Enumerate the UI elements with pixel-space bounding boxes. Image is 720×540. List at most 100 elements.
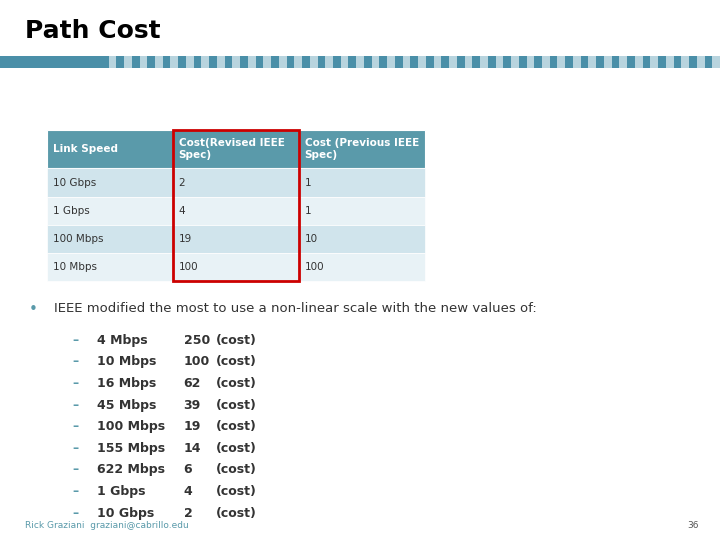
FancyBboxPatch shape: [271, 56, 279, 68]
FancyBboxPatch shape: [287, 56, 294, 68]
Text: Link Speed: Link Speed: [53, 144, 117, 154]
FancyBboxPatch shape: [635, 56, 643, 68]
Text: –: –: [72, 485, 78, 498]
FancyBboxPatch shape: [173, 197, 299, 225]
Text: 10 Gbps: 10 Gbps: [53, 178, 96, 187]
FancyBboxPatch shape: [341, 56, 348, 68]
FancyBboxPatch shape: [101, 56, 109, 68]
FancyBboxPatch shape: [379, 56, 387, 68]
Text: 1 Gbps: 1 Gbps: [53, 206, 89, 215]
FancyBboxPatch shape: [449, 56, 457, 68]
Text: 36: 36: [687, 521, 698, 530]
FancyBboxPatch shape: [155, 56, 163, 68]
FancyBboxPatch shape: [712, 56, 720, 68]
FancyBboxPatch shape: [588, 56, 596, 68]
Text: 10: 10: [305, 234, 318, 244]
Text: –: –: [72, 399, 78, 411]
FancyBboxPatch shape: [279, 56, 287, 68]
FancyBboxPatch shape: [387, 56, 395, 68]
FancyBboxPatch shape: [395, 56, 402, 68]
FancyBboxPatch shape: [650, 56, 658, 68]
Text: 4: 4: [184, 485, 192, 498]
Text: 100 Mbps: 100 Mbps: [53, 234, 103, 244]
FancyBboxPatch shape: [689, 56, 697, 68]
FancyBboxPatch shape: [658, 56, 666, 68]
Text: 100 Mbps: 100 Mbps: [97, 420, 166, 433]
FancyBboxPatch shape: [163, 56, 171, 68]
FancyBboxPatch shape: [418, 56, 426, 68]
Text: Rick Graziani  graziani@cabrillo.edu: Rick Graziani graziani@cabrillo.edu: [25, 521, 189, 530]
FancyBboxPatch shape: [518, 56, 526, 68]
FancyBboxPatch shape: [580, 56, 588, 68]
FancyBboxPatch shape: [697, 56, 704, 68]
Text: 155 Mbps: 155 Mbps: [97, 442, 166, 455]
FancyBboxPatch shape: [47, 197, 173, 225]
FancyBboxPatch shape: [480, 56, 488, 68]
FancyBboxPatch shape: [209, 56, 217, 68]
Text: (cost): (cost): [216, 377, 257, 390]
Text: •: •: [29, 302, 37, 318]
FancyBboxPatch shape: [132, 56, 140, 68]
Text: 100: 100: [305, 262, 324, 272]
FancyBboxPatch shape: [456, 56, 464, 68]
Text: Path Cost: Path Cost: [25, 19, 161, 43]
Text: 100: 100: [184, 355, 210, 368]
FancyBboxPatch shape: [526, 56, 534, 68]
FancyBboxPatch shape: [596, 56, 604, 68]
Text: 6: 6: [184, 463, 192, 476]
Text: –: –: [72, 420, 78, 433]
FancyBboxPatch shape: [356, 56, 364, 68]
Text: 10 Gbps: 10 Gbps: [97, 507, 155, 519]
Text: (cost): (cost): [216, 334, 257, 347]
FancyBboxPatch shape: [619, 56, 627, 68]
Text: –: –: [72, 442, 78, 455]
FancyBboxPatch shape: [233, 56, 240, 68]
FancyBboxPatch shape: [217, 56, 225, 68]
FancyBboxPatch shape: [472, 56, 480, 68]
Text: (cost): (cost): [216, 442, 257, 455]
FancyBboxPatch shape: [299, 197, 425, 225]
Text: IEEE modified the most to use a non-linear scale with the new values of:: IEEE modified the most to use a non-line…: [54, 302, 536, 315]
Text: 45 Mbps: 45 Mbps: [97, 399, 156, 411]
Text: 1 Gbps: 1 Gbps: [97, 485, 145, 498]
Text: Cost (Previous IEEE
Spec): Cost (Previous IEEE Spec): [305, 138, 419, 160]
FancyBboxPatch shape: [550, 56, 557, 68]
FancyBboxPatch shape: [433, 56, 441, 68]
FancyBboxPatch shape: [47, 225, 173, 253]
Text: 250: 250: [184, 334, 210, 347]
Text: Cost(Revised IEEE
Spec): Cost(Revised IEEE Spec): [179, 138, 284, 160]
Text: 14: 14: [184, 442, 201, 455]
FancyBboxPatch shape: [627, 56, 635, 68]
FancyBboxPatch shape: [333, 56, 341, 68]
Text: –: –: [72, 463, 78, 476]
FancyBboxPatch shape: [299, 130, 425, 168]
FancyBboxPatch shape: [681, 56, 689, 68]
FancyBboxPatch shape: [124, 56, 132, 68]
Text: –: –: [72, 377, 78, 390]
Text: (cost): (cost): [216, 463, 257, 476]
FancyBboxPatch shape: [573, 56, 580, 68]
FancyBboxPatch shape: [426, 56, 433, 68]
FancyBboxPatch shape: [674, 56, 681, 68]
FancyBboxPatch shape: [140, 56, 148, 68]
FancyBboxPatch shape: [148, 56, 155, 68]
Text: 1: 1: [305, 178, 311, 187]
Text: 10 Mbps: 10 Mbps: [53, 262, 96, 272]
Text: (cost): (cost): [216, 485, 257, 498]
FancyBboxPatch shape: [348, 56, 356, 68]
Text: (cost): (cost): [216, 355, 257, 368]
Text: –: –: [72, 334, 78, 347]
Text: 1: 1: [305, 206, 311, 215]
FancyBboxPatch shape: [511, 56, 518, 68]
Text: –: –: [72, 507, 78, 519]
FancyBboxPatch shape: [294, 56, 302, 68]
FancyBboxPatch shape: [202, 56, 209, 68]
FancyBboxPatch shape: [441, 56, 449, 68]
FancyBboxPatch shape: [299, 168, 425, 197]
FancyBboxPatch shape: [299, 225, 425, 253]
FancyBboxPatch shape: [542, 56, 550, 68]
FancyBboxPatch shape: [248, 56, 256, 68]
Text: (cost): (cost): [216, 399, 257, 411]
FancyBboxPatch shape: [402, 56, 410, 68]
FancyBboxPatch shape: [534, 56, 542, 68]
